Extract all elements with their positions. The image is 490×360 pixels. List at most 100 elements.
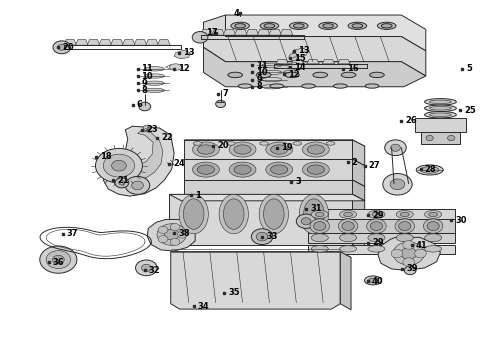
Ellipse shape <box>193 142 220 157</box>
Polygon shape <box>308 210 455 220</box>
Circle shape <box>125 176 150 194</box>
Circle shape <box>157 224 186 245</box>
Ellipse shape <box>311 246 328 252</box>
Ellipse shape <box>333 84 347 88</box>
Ellipse shape <box>183 199 204 229</box>
Circle shape <box>216 100 225 108</box>
Text: 23: 23 <box>147 125 158 134</box>
Circle shape <box>192 32 208 43</box>
Ellipse shape <box>377 22 396 30</box>
Ellipse shape <box>368 246 385 252</box>
Polygon shape <box>75 40 88 45</box>
Polygon shape <box>111 40 123 45</box>
Text: 37: 37 <box>67 229 78 238</box>
Ellipse shape <box>262 77 282 82</box>
Ellipse shape <box>285 72 299 78</box>
Circle shape <box>158 226 168 233</box>
Circle shape <box>119 181 125 185</box>
Circle shape <box>96 148 143 183</box>
Ellipse shape <box>368 211 385 219</box>
Ellipse shape <box>266 162 293 177</box>
Ellipse shape <box>319 22 337 30</box>
Ellipse shape <box>342 222 354 230</box>
Text: 21: 21 <box>117 176 129 185</box>
Ellipse shape <box>313 72 328 78</box>
Circle shape <box>177 231 187 238</box>
Ellipse shape <box>372 212 381 217</box>
Circle shape <box>403 240 415 249</box>
Circle shape <box>296 214 316 228</box>
Circle shape <box>103 154 135 177</box>
Ellipse shape <box>395 219 415 233</box>
Ellipse shape <box>270 145 288 154</box>
Circle shape <box>115 178 129 188</box>
Text: 13: 13 <box>183 48 195 57</box>
Circle shape <box>158 235 168 243</box>
Circle shape <box>132 181 144 190</box>
Ellipse shape <box>256 72 271 78</box>
Ellipse shape <box>259 194 289 234</box>
Circle shape <box>391 249 403 258</box>
Ellipse shape <box>338 219 358 233</box>
Ellipse shape <box>381 24 392 28</box>
Ellipse shape <box>235 24 245 28</box>
Text: 29: 29 <box>372 238 384 247</box>
Polygon shape <box>169 194 352 244</box>
Circle shape <box>52 255 64 264</box>
Text: 3: 3 <box>295 177 301 186</box>
Polygon shape <box>276 59 289 64</box>
Text: 29: 29 <box>372 211 384 220</box>
Ellipse shape <box>294 24 304 28</box>
Text: 10: 10 <box>256 68 268 77</box>
Text: 15: 15 <box>294 54 306 63</box>
Text: 8: 8 <box>256 82 262 91</box>
Ellipse shape <box>283 71 293 76</box>
Polygon shape <box>257 30 270 35</box>
Polygon shape <box>291 59 304 64</box>
Ellipse shape <box>365 84 379 88</box>
Text: 14: 14 <box>294 63 306 72</box>
Polygon shape <box>421 132 460 144</box>
Polygon shape <box>184 140 352 159</box>
Ellipse shape <box>293 141 302 145</box>
Polygon shape <box>308 233 455 243</box>
Ellipse shape <box>447 135 455 141</box>
Polygon shape <box>246 30 259 35</box>
Ellipse shape <box>193 162 220 177</box>
Circle shape <box>385 140 406 156</box>
Text: 25: 25 <box>464 105 476 114</box>
Ellipse shape <box>341 72 356 78</box>
Text: 28: 28 <box>425 165 437 174</box>
Ellipse shape <box>310 219 330 233</box>
Ellipse shape <box>234 165 251 174</box>
Ellipse shape <box>424 112 456 118</box>
Ellipse shape <box>264 199 284 229</box>
Ellipse shape <box>396 234 414 242</box>
Ellipse shape <box>226 141 235 145</box>
Circle shape <box>404 266 416 275</box>
Ellipse shape <box>290 22 308 30</box>
Text: 26: 26 <box>405 116 417 125</box>
Text: 38: 38 <box>178 229 190 238</box>
Polygon shape <box>352 159 365 186</box>
Ellipse shape <box>348 22 367 30</box>
Ellipse shape <box>234 145 251 154</box>
Ellipse shape <box>270 165 288 174</box>
Polygon shape <box>225 15 426 51</box>
Text: 12: 12 <box>178 64 190 73</box>
Circle shape <box>139 102 151 111</box>
Polygon shape <box>174 50 190 59</box>
Text: 13: 13 <box>298 46 309 55</box>
Ellipse shape <box>238 84 252 88</box>
Ellipse shape <box>429 113 451 117</box>
Polygon shape <box>235 30 247 35</box>
Ellipse shape <box>299 194 329 234</box>
Ellipse shape <box>288 63 302 69</box>
Polygon shape <box>280 30 293 35</box>
Text: 4: 4 <box>233 9 239 18</box>
Circle shape <box>251 229 273 244</box>
Polygon shape <box>352 140 365 166</box>
Ellipse shape <box>219 194 248 234</box>
Ellipse shape <box>266 142 293 157</box>
Text: 17: 17 <box>206 28 218 37</box>
